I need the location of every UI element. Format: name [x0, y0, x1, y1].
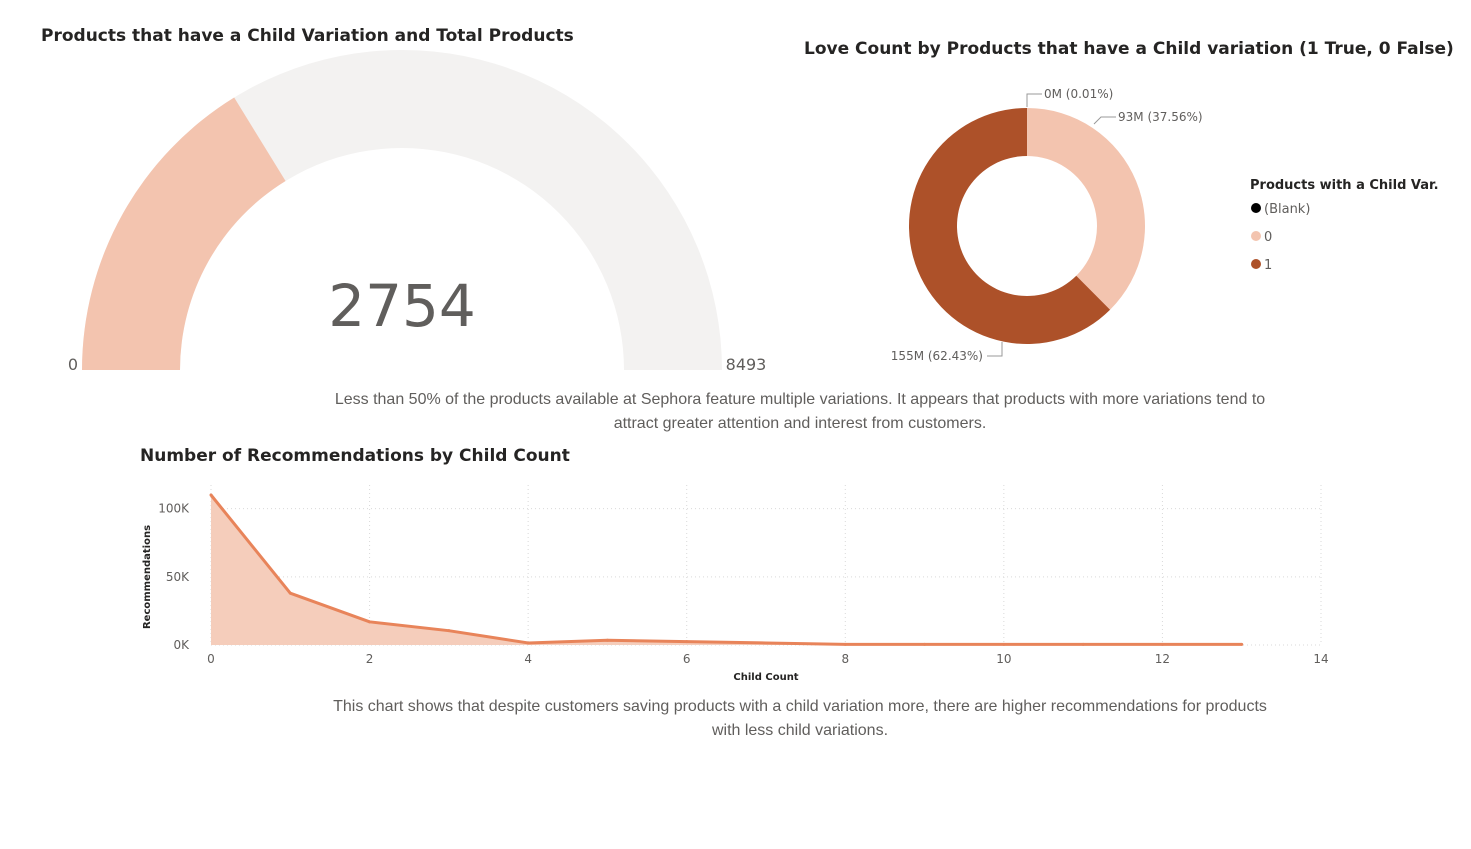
donut-label-blank: 0M (0.01%) [1044, 87, 1113, 101]
y-tick-label: 0K [173, 638, 190, 652]
gauge-chart: 2754 0 8493 [68, 50, 767, 374]
area-line [209, 494, 1242, 646]
donut-leader-1 [987, 342, 1003, 357]
annotation-top: Less than 50% of the products available … [334, 391, 1266, 432]
x-tick-label: 12 [1155, 652, 1170, 666]
gauge-title: Products that have a Child Variation and… [41, 26, 574, 46]
data-point-5[interactable] [605, 638, 609, 642]
donut-label-1: 155M (62.43%) [891, 349, 983, 363]
data-point-4[interactable] [526, 641, 530, 645]
donut-leader-blank [1026, 93, 1042, 107]
x-axis-title: Child Count [733, 672, 798, 683]
donut-leader-0 [1093, 116, 1116, 125]
x-tick-label: 14 [1313, 652, 1328, 666]
donut-slice-1[interactable] [909, 108, 1111, 344]
x-tick-label: 8 [841, 652, 849, 666]
annotation-bottom: This chart shows that despite customers … [333, 698, 1267, 739]
data-point-0[interactable] [209, 493, 213, 497]
data-point-7[interactable] [764, 641, 768, 645]
data-point-2[interactable] [368, 620, 372, 624]
area-chart: 0 2 4 6 8 10 12 14 0K 50K 100K Child Count Recomm… [142, 485, 1329, 683]
gauge-min-label: 0 [68, 355, 78, 374]
y-tick-label: 50K [166, 570, 190, 584]
area-fill [211, 495, 1242, 645]
legend-item-blank[interactable]: (Blank) [1264, 202, 1310, 217]
legend-marker-0 [1251, 231, 1261, 241]
data-point-8[interactable] [843, 642, 847, 646]
y-axis-title: Recommendations [142, 525, 153, 629]
donut-chart: 0M (0.01%) 93M (37.56%) 155M (62.43%) Pr… [891, 87, 1439, 363]
donut-title: Love Count by Products that have a Child… [804, 39, 1454, 59]
gauge-max-label: 8493 [726, 355, 767, 374]
donut-label-0: 93M (37.56%) [1118, 110, 1203, 124]
area-chart-title: Number of Recommendations by Child Count [140, 446, 570, 466]
legend-title: Products with a Child Var. [1250, 178, 1439, 193]
x-tick-label: 2 [366, 652, 374, 666]
data-point-10[interactable] [1002, 642, 1006, 646]
data-point-1[interactable] [288, 591, 292, 595]
x-tick-label: 6 [683, 652, 691, 666]
data-point-9[interactable] [923, 642, 927, 646]
x-tick-label: 0 [207, 652, 215, 666]
gauge-value: 2754 [328, 272, 476, 340]
data-point-13[interactable] [1240, 642, 1244, 646]
y-tick-label: 100K [158, 502, 190, 516]
gauge-fill [82, 97, 286, 371]
x-tick-label: 10 [996, 652, 1011, 666]
legend-item-0[interactable]: 0 [1264, 230, 1272, 245]
x-tick-label: 4 [524, 652, 532, 666]
data-point-6[interactable] [685, 640, 689, 644]
donut-slice-0[interactable] [1027, 108, 1145, 310]
legend-marker-1 [1251, 259, 1261, 269]
data-point-11[interactable] [1081, 642, 1085, 646]
legend-marker-blank [1251, 203, 1261, 213]
data-point-12[interactable] [1160, 642, 1164, 646]
data-point-3[interactable] [447, 629, 451, 633]
legend-item-1[interactable]: 1 [1264, 258, 1272, 273]
